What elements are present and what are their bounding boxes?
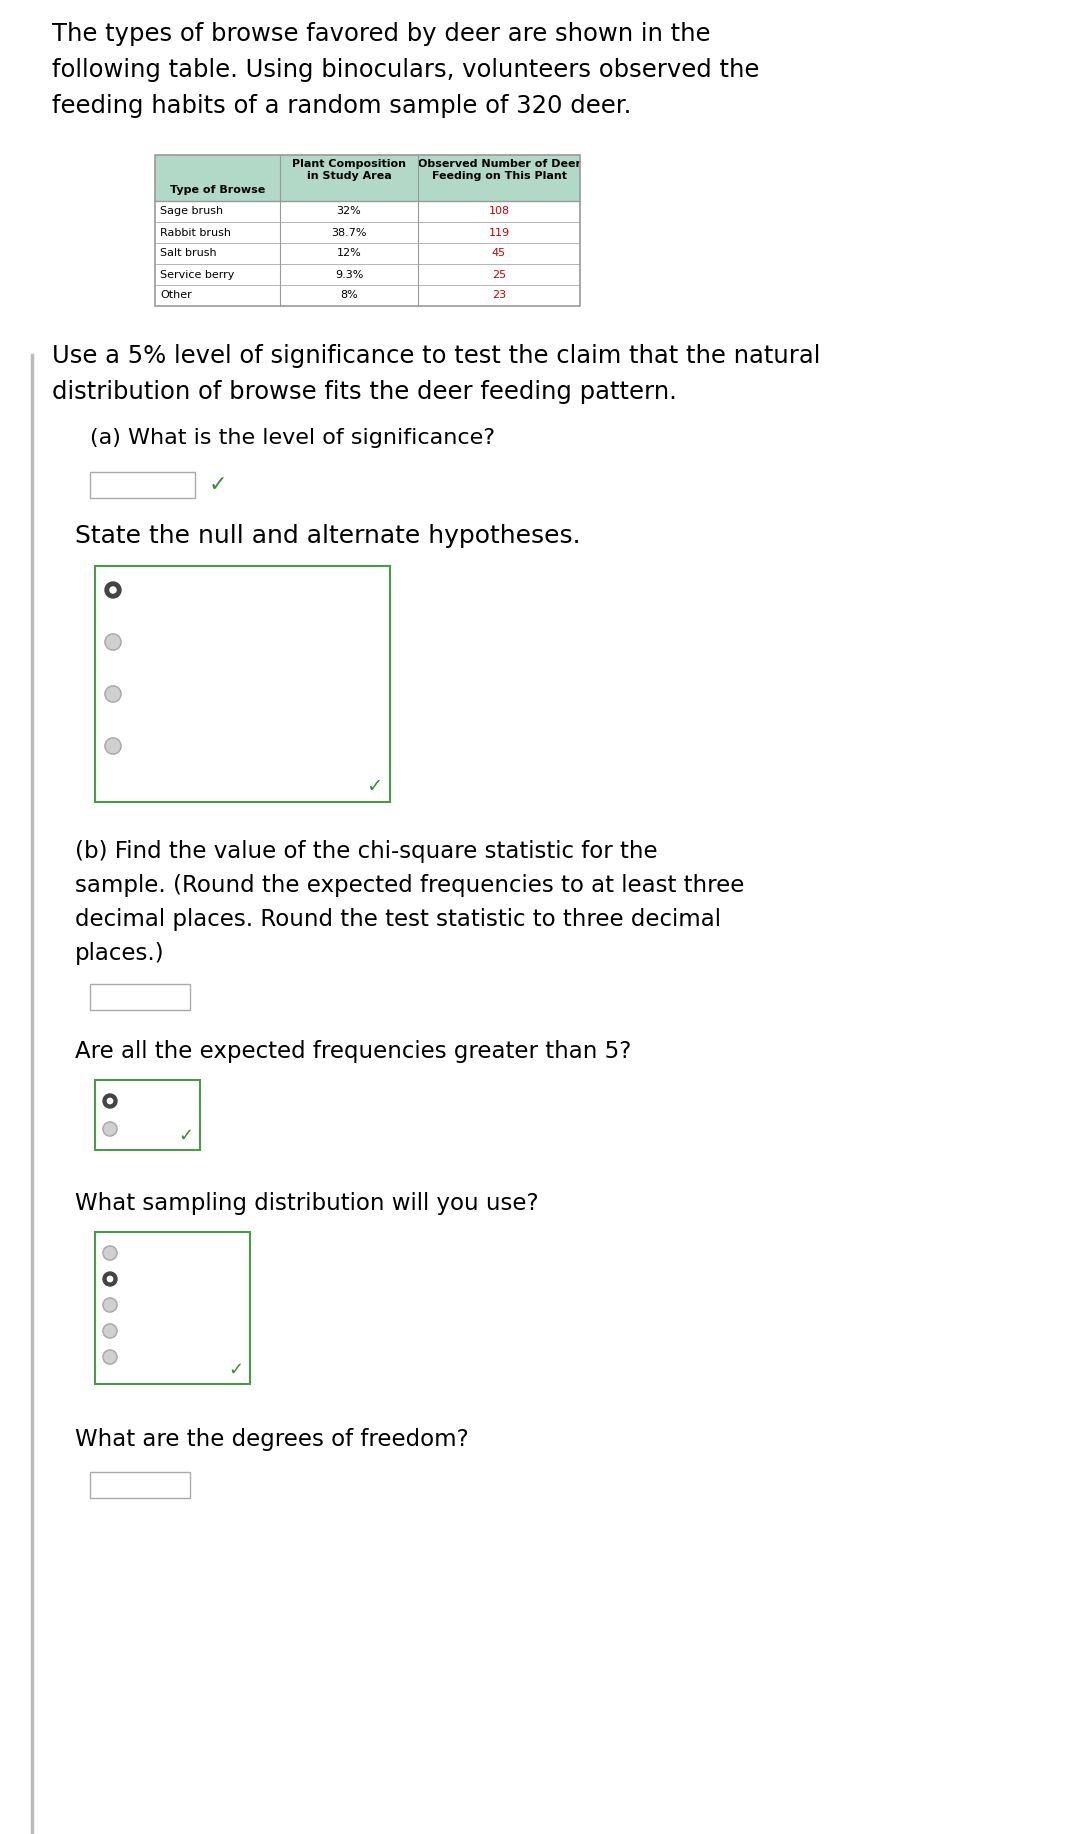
Text: 23: 23 — [491, 290, 507, 301]
Text: decimal places. Round the test statistic to three decimal: decimal places. Round the test statistic… — [75, 908, 721, 932]
Circle shape — [103, 1095, 117, 1108]
Circle shape — [103, 1298, 117, 1311]
FancyBboxPatch shape — [156, 156, 580, 202]
Circle shape — [107, 1276, 112, 1282]
Text: ✓: ✓ — [229, 1361, 244, 1379]
FancyBboxPatch shape — [156, 222, 580, 242]
Text: binomial: binomial — [125, 1300, 183, 1313]
Text: ✓: ✓ — [178, 1128, 193, 1144]
Circle shape — [103, 1324, 117, 1339]
Text: H₁: The distributions are the same.: H₁: The distributions are the same. — [131, 757, 349, 770]
Circle shape — [103, 1122, 117, 1135]
Text: uniform: uniform — [125, 1326, 177, 1339]
Text: Plant Composition
in Study Area: Plant Composition in Study Area — [292, 160, 406, 182]
Circle shape — [107, 1099, 112, 1104]
FancyBboxPatch shape — [90, 985, 190, 1011]
Text: H₀: The distributions are the same.: H₀: The distributions are the same. — [131, 739, 349, 754]
FancyBboxPatch shape — [156, 242, 580, 264]
Circle shape — [105, 635, 121, 649]
Text: What sampling distribution will you use?: What sampling distribution will you use? — [75, 1192, 539, 1214]
Text: 108: 108 — [488, 207, 510, 216]
Text: feeding habits of a random sample of 320 deer.: feeding habits of a random sample of 320… — [52, 94, 632, 117]
Text: 38.7%: 38.7% — [332, 227, 367, 237]
Text: Rabbit brush: Rabbit brush — [160, 227, 231, 237]
Text: State the null and alternate hypotheses.: State the null and alternate hypotheses. — [75, 525, 581, 548]
Text: 119: 119 — [488, 227, 510, 237]
Text: H₀: The distributions are different.: H₀: The distributions are different. — [131, 636, 345, 649]
FancyBboxPatch shape — [156, 202, 580, 222]
Text: (a) What is the level of significance?: (a) What is the level of significance? — [90, 427, 495, 447]
Text: Use a 5% level of significance to test the claim that the natural: Use a 5% level of significance to test t… — [52, 345, 821, 369]
Circle shape — [103, 1245, 117, 1260]
Text: 0.05: 0.05 — [96, 477, 133, 493]
Text: Salt brush: Salt brush — [160, 248, 217, 259]
Text: Sage brush: Sage brush — [160, 207, 224, 216]
Text: 25: 25 — [491, 270, 507, 279]
Text: chi-square: chi-square — [125, 1275, 194, 1287]
Text: H₁: The distributions are different.: H₁: The distributions are different. — [131, 706, 345, 719]
FancyBboxPatch shape — [95, 1232, 249, 1385]
FancyBboxPatch shape — [90, 1473, 190, 1498]
Text: places.): places.) — [75, 943, 164, 965]
Text: Type of Browse: Type of Browse — [170, 185, 265, 194]
Text: (b) Find the value of the chi-square statistic for the: (b) Find the value of the chi-square sta… — [75, 840, 658, 864]
Text: normal: normal — [125, 1352, 172, 1364]
FancyBboxPatch shape — [156, 264, 580, 284]
Text: H₁: The distributions are different.: H₁: The distributions are different. — [131, 602, 345, 614]
Circle shape — [105, 737, 121, 754]
Text: H₀: The distributions are the same.: H₀: The distributions are the same. — [131, 583, 349, 598]
Text: Yes: Yes — [125, 1097, 147, 1110]
Circle shape — [110, 587, 116, 592]
Circle shape — [105, 686, 121, 702]
Circle shape — [105, 581, 121, 598]
Text: ✓: ✓ — [366, 776, 382, 796]
Text: sample. (Round the expected frequencies to at least three: sample. (Round the expected frequencies … — [75, 875, 744, 897]
Text: distribution of browse fits the deer feeding pattern.: distribution of browse fits the deer fee… — [52, 380, 677, 403]
Text: following table. Using binoculars, volunteers observed the: following table. Using binoculars, volun… — [52, 59, 759, 83]
Text: Observed Number of Deer
Feeding on This Plant: Observed Number of Deer Feeding on This … — [418, 160, 581, 182]
Text: 45: 45 — [491, 248, 507, 259]
Circle shape — [103, 1350, 117, 1364]
Circle shape — [103, 1273, 117, 1286]
Text: The types of browse favored by deer are shown in the: The types of browse favored by deer are … — [52, 22, 711, 46]
Text: Service berry: Service berry — [160, 270, 234, 279]
Text: ✓: ✓ — [208, 475, 227, 495]
FancyBboxPatch shape — [95, 1080, 200, 1150]
Text: H₁: The distributions are the same.: H₁: The distributions are the same. — [131, 655, 349, 668]
FancyBboxPatch shape — [90, 471, 195, 499]
Text: Are all the expected frequencies greater than 5?: Are all the expected frequencies greater… — [75, 1040, 632, 1064]
FancyBboxPatch shape — [95, 567, 390, 801]
Text: 12%: 12% — [337, 248, 362, 259]
Text: 32%: 32% — [337, 207, 362, 216]
Text: 9.3%: 9.3% — [335, 270, 363, 279]
Text: What are the degrees of freedom?: What are the degrees of freedom? — [75, 1429, 469, 1451]
Text: 8%: 8% — [340, 290, 357, 301]
Text: H₀: The distributions are different.: H₀: The distributions are different. — [131, 688, 345, 701]
Text: Other: Other — [160, 290, 192, 301]
Text: No: No — [125, 1124, 143, 1137]
FancyBboxPatch shape — [156, 284, 580, 306]
Text: Student's t: Student's t — [125, 1247, 198, 1262]
